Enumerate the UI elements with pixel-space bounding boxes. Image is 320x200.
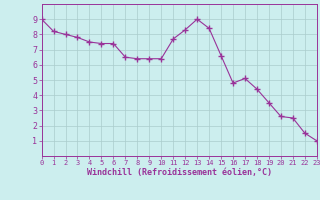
X-axis label: Windchill (Refroidissement éolien,°C): Windchill (Refroidissement éolien,°C): [87, 168, 272, 177]
